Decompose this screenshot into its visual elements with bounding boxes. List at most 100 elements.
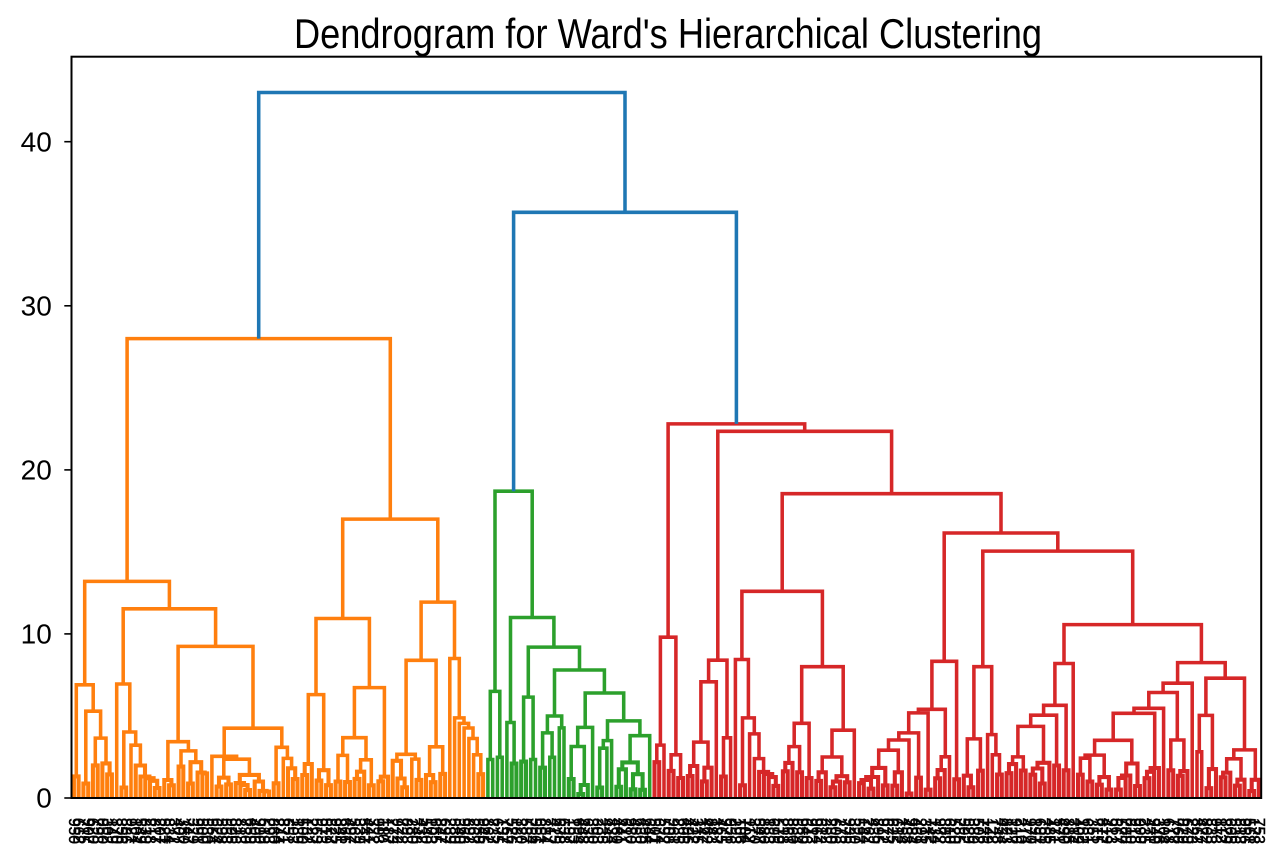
svg-text:149: 149	[979, 818, 996, 844]
svg-text:425: 425	[546, 818, 563, 844]
svg-text:218: 218	[774, 818, 791, 844]
svg-text:618: 618	[1159, 818, 1176, 844]
svg-text:662: 662	[70, 818, 87, 844]
svg-text:549: 549	[132, 818, 149, 844]
svg-text:409: 409	[1069, 818, 1086, 844]
svg-text:862: 862	[479, 818, 496, 844]
svg-text:147: 147	[693, 818, 710, 844]
svg-text:521: 521	[155, 818, 172, 844]
svg-text:768: 768	[1169, 818, 1186, 844]
svg-text:862: 862	[1198, 818, 1215, 844]
svg-text:239: 239	[441, 818, 458, 844]
svg-text:823: 823	[998, 818, 1015, 844]
svg-text:502: 502	[969, 818, 986, 844]
svg-text:913: 913	[803, 818, 820, 844]
svg-text:973: 973	[312, 818, 329, 844]
svg-text:110: 110	[374, 818, 391, 843]
svg-text:497: 497	[341, 818, 358, 844]
svg-text:536: 536	[1226, 818, 1243, 844]
svg-text:755: 755	[1036, 818, 1053, 844]
svg-text:540: 540	[417, 818, 434, 844]
svg-text:630: 630	[631, 818, 648, 844]
svg-text:587: 587	[517, 818, 534, 844]
svg-text:558: 558	[217, 818, 234, 844]
svg-text:303: 303	[588, 818, 605, 844]
svg-text:372: 372	[165, 818, 182, 844]
svg-text:267: 267	[465, 818, 482, 844]
svg-text:563: 563	[308, 818, 325, 844]
svg-text:860: 860	[784, 818, 801, 844]
svg-text:315: 315	[688, 818, 705, 844]
svg-text:127: 127	[1002, 818, 1019, 844]
svg-text:20: 20	[21, 455, 52, 486]
svg-text:197: 197	[560, 818, 577, 844]
svg-text:748: 748	[408, 818, 425, 844]
svg-text:230: 230	[822, 818, 839, 844]
svg-text:598: 598	[212, 818, 229, 844]
svg-text:956: 956	[1236, 818, 1253, 844]
svg-text:235: 235	[669, 818, 686, 844]
svg-text:704: 704	[736, 818, 753, 844]
svg-text:197: 197	[1026, 818, 1043, 844]
svg-text:892: 892	[460, 818, 477, 844]
svg-text:534: 534	[788, 818, 805, 844]
svg-text:579: 579	[769, 818, 786, 844]
svg-text:441: 441	[612, 818, 629, 844]
svg-text:322: 322	[365, 818, 382, 844]
svg-text:666: 666	[336, 818, 353, 844]
svg-text:646: 646	[798, 818, 815, 844]
svg-text:665: 665	[1221, 818, 1238, 844]
svg-text:972: 972	[389, 818, 406, 844]
svg-text:918: 918	[1126, 818, 1143, 844]
svg-text:389: 389	[964, 818, 981, 844]
svg-text:526: 526	[503, 818, 520, 844]
svg-text:465: 465	[712, 818, 729, 844]
svg-text:950: 950	[65, 818, 82, 844]
svg-text:956: 956	[722, 818, 739, 844]
svg-text:223: 223	[1183, 818, 1200, 844]
svg-text:775: 775	[836, 818, 853, 844]
svg-text:980: 980	[622, 818, 639, 844]
svg-text:916: 916	[1007, 818, 1024, 844]
svg-text:187: 187	[707, 818, 724, 844]
svg-text:841: 841	[331, 818, 348, 844]
svg-text:597: 597	[850, 818, 867, 844]
svg-text:562: 562	[346, 818, 363, 844]
svg-text:893: 893	[398, 818, 415, 844]
svg-text:112: 112	[1212, 818, 1229, 843]
svg-text:519: 519	[255, 818, 272, 844]
svg-text:999: 999	[1131, 818, 1148, 844]
svg-text:708: 708	[660, 818, 677, 844]
svg-text:970: 970	[1021, 818, 1038, 844]
svg-text:Dendrogram for Ward's Hierarch: Dendrogram for Ward's Hierarchical Clust…	[294, 10, 1042, 57]
svg-text:356: 356	[113, 818, 130, 844]
svg-text:610: 610	[941, 818, 958, 844]
svg-text:984: 984	[902, 818, 919, 844]
svg-text:40: 40	[21, 126, 52, 157]
svg-text:717: 717	[541, 818, 558, 844]
svg-text:678: 678	[550, 818, 567, 844]
svg-text:0: 0	[36, 783, 52, 814]
svg-text:352: 352	[817, 818, 834, 844]
svg-text:182: 182	[507, 818, 524, 844]
svg-text:694: 694	[569, 818, 586, 844]
svg-text:592: 592	[655, 818, 672, 844]
svg-text:677: 677	[879, 818, 896, 844]
svg-text:935: 935	[841, 818, 858, 844]
svg-text:567: 567	[1107, 818, 1124, 844]
svg-text:913: 913	[1102, 818, 1119, 844]
svg-text:659: 659	[241, 818, 258, 844]
svg-text:340: 340	[450, 818, 467, 844]
svg-text:244: 244	[270, 818, 287, 844]
svg-text:990: 990	[251, 818, 268, 844]
svg-text:529: 529	[960, 818, 977, 844]
svg-text:638: 638	[555, 818, 572, 844]
svg-text:695: 695	[764, 818, 781, 844]
svg-text:519: 519	[317, 818, 334, 844]
svg-text:501: 501	[646, 818, 663, 844]
svg-text:715: 715	[74, 818, 91, 844]
svg-text:767: 767	[498, 818, 515, 844]
svg-text:422: 422	[684, 818, 701, 844]
svg-text:139: 139	[289, 818, 306, 844]
svg-text:675: 675	[488, 818, 505, 844]
